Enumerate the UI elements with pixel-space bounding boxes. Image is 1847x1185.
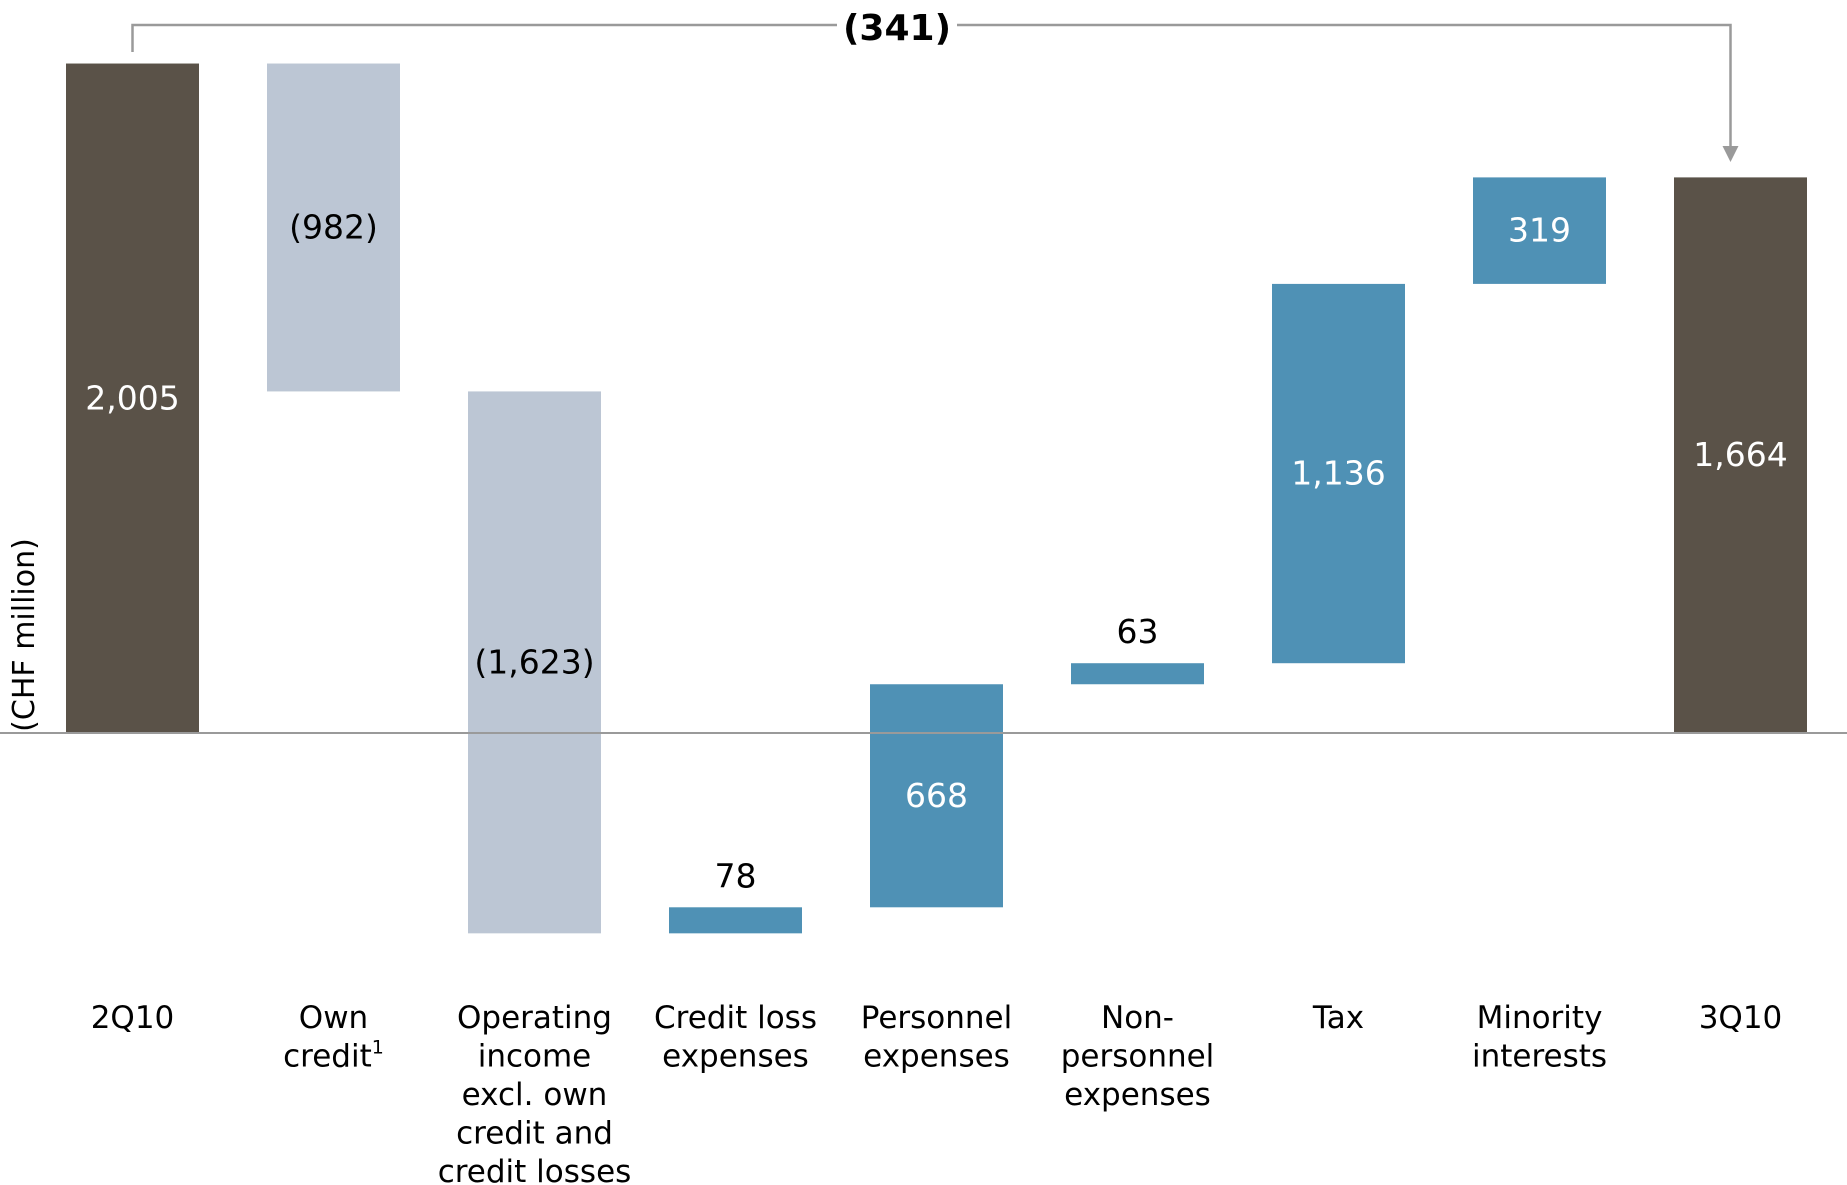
x-tick-label-6: Non-personnel expenses [1061, 1000, 1215, 1113]
category-labels-layer: 2Q10 Own credit1 Operating income excl. own cr… [91, 1000, 1783, 1185]
x-tick-label-3: Operating income excl. own credit and credit… [438, 1000, 632, 1185]
data-label-5: 668 [905, 776, 968, 815]
arrow-down-icon [1722, 146, 1739, 162]
x-tick-label-4: Credit loss expenses [654, 1000, 817, 1075]
x-tick-label-2: Own credit1 [283, 1000, 384, 1075]
bar-2 [267, 63, 400, 392]
x-tick-label-7: Tax [1312, 1000, 1364, 1036]
bar-6 [1071, 663, 1204, 685]
data-label-2: (982) [289, 207, 378, 246]
bar-5 [870, 684, 1003, 908]
data-label-6: 63 [1117, 612, 1159, 651]
data-label-9: 1,664 [1693, 435, 1787, 474]
data-label-3: (1,623) [474, 642, 594, 681]
x-tick-label-8: Minority interests [1472, 1000, 1607, 1075]
data-label-4: 78 [715, 856, 757, 895]
bar-4 [669, 907, 802, 934]
bar-7 [1272, 283, 1405, 664]
bars-layer [66, 63, 1807, 934]
bar-3 [468, 391, 601, 934]
x-tick-label-1: 2Q10 [91, 1000, 175, 1036]
total-change-bracket: (341) [131, 8, 1739, 162]
bar-9 [1674, 177, 1807, 734]
bracket-right-line [957, 23, 1732, 148]
bracket-left-line [131, 23, 837, 52]
data-label-8: 319 [1508, 211, 1571, 250]
x-tick-label-5: Personnel expenses [861, 1000, 1013, 1075]
data-label-7: 1,136 [1291, 454, 1385, 493]
y-axis-label: (CHF million) [7, 538, 42, 732]
bar-8 [1473, 177, 1606, 284]
value-labels-layer: 2,005 (982) (1,623) 78 668 63 1,136 319 1,664 [85, 207, 1787, 895]
x-tick-label-9: 3Q10 [1699, 1000, 1783, 1036]
total-change-label: (341) [843, 8, 951, 49]
data-label-1: 2,005 [85, 378, 179, 417]
bar-1 [66, 63, 199, 733]
